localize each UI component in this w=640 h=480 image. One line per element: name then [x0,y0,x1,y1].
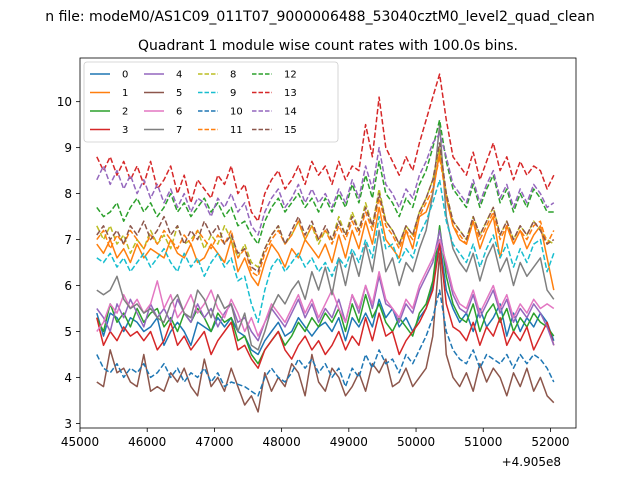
legend-label-0: 0 [122,70,128,81]
legend-label-10: 10 [230,107,243,118]
y-tick-label: 6 [64,279,72,293]
y-tick-label: 10 [57,95,72,109]
y-tick-label: 3 [64,417,72,431]
legend-entry-3: 3 [90,125,128,136]
x-axis-offset-label: +4.905e8 [502,455,561,469]
legend-label-14: 14 [284,107,297,118]
y-axis: 3 4 5 6 7 8 9 10 [57,95,80,431]
series-line-9 [96,179,555,324]
series-line-14 [96,133,555,236]
plot-area-frame [79,57,577,429]
series-line-7 [96,123,555,351]
x-axis: 45000 46000 47000 48000 49000 50000 51000 52000 [61,428,570,449]
series-line-2 [96,225,555,365]
legend-label-5: 5 [176,88,182,99]
legend-entry-10: 10 [198,107,243,118]
y-tick-label: 8 [64,187,72,201]
x-tick-label: 49000 [330,435,368,449]
series-line-11 [96,156,555,278]
legend-label-12: 12 [284,70,297,81]
series-line-3 [96,243,555,369]
legend-entry-4: 4 [144,70,182,81]
x-tick-label: 48000 [263,435,301,449]
legend-box [83,61,339,143]
chart-title: Quadrant 1 module wise count rates with … [138,38,518,54]
series-line-1 [96,151,555,291]
legend-entry-9: 9 [198,88,236,99]
legend-label-6: 6 [176,107,182,118]
series-line-13 [96,73,555,222]
y-tick-label: 7 [64,233,72,247]
legend-entry-15: 15 [252,125,297,136]
x-tick-label: 47000 [195,435,233,449]
series-line-12 [96,119,554,245]
x-tick-label: 51000 [464,435,502,449]
legend-label-11: 11 [230,125,243,136]
x-tick-label: 45000 [61,435,99,449]
legend-entry-2: 2 [90,107,128,118]
figure-suptitle: n file: modeM0/AS1C09_011T07_9000006488_… [45,9,594,25]
legend-label-9: 9 [230,88,236,99]
x-tick-label: 52000 [531,435,569,449]
y-tick-label: 5 [64,325,72,339]
legend-label-2: 2 [122,107,128,118]
y-tick-label: 9 [64,141,72,155]
y-tick-label: 4 [64,371,72,385]
legend-label-7: 7 [176,125,182,136]
series-line-4 [96,229,555,346]
series-line-6 [96,238,555,337]
legend-entry-14: 14 [252,107,297,118]
legend-entry-1: 1 [90,88,128,99]
legend-entry-13: 13 [252,88,297,99]
legend-label-8: 8 [230,70,236,81]
legend-entry-8: 8 [198,70,236,81]
series-layer [96,73,555,413]
x-tick-label: 46000 [128,435,166,449]
series-line-10 [96,289,555,397]
series-line-15 [96,142,555,273]
legend-label-3: 3 [122,125,128,136]
legend-label-13: 13 [284,88,297,99]
legend-label-15: 15 [284,125,297,136]
legend-label-1: 1 [122,88,128,99]
legend-entry-7: 7 [144,125,182,136]
legend-entry-12: 12 [252,70,297,81]
x-tick-label: 50000 [397,435,435,449]
legend-entry-0: 0 [90,70,128,81]
series-line-5 [96,252,555,413]
legend-label-4: 4 [176,70,182,81]
legend-entry-5: 5 [144,88,182,99]
legend-entry-11: 11 [198,125,243,136]
legend-entry-6: 6 [144,107,182,118]
